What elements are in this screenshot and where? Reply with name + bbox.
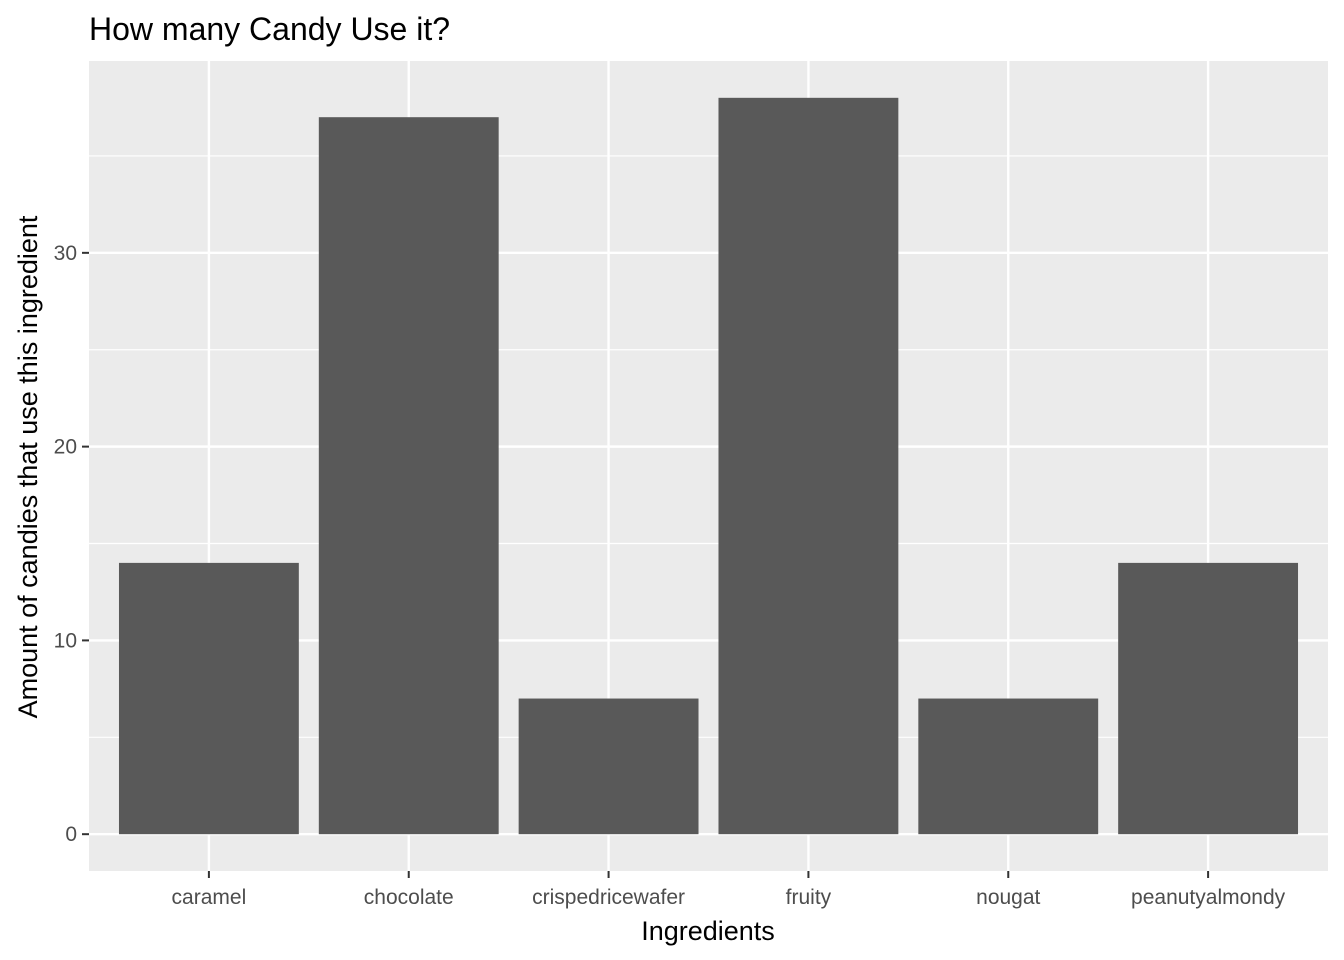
y-axis-title: Amount of candies that use this ingredie… bbox=[13, 215, 43, 718]
bar-crispedricewafer bbox=[518, 698, 699, 835]
x-tick-label: chocolate bbox=[364, 886, 454, 909]
x-axis: caramel chocolate crispedricewafer fruity no… bbox=[172, 871, 1286, 909]
x-tick-label: crispedricewafer bbox=[532, 886, 685, 909]
bar-peanutyalmondy bbox=[1118, 562, 1299, 835]
x-tick-label: peanutyalmondy bbox=[1131, 886, 1286, 909]
y-tick-label: 30 bbox=[54, 242, 77, 265]
x-tick-label: nougat bbox=[976, 886, 1040, 909]
bar-fruity bbox=[718, 97, 899, 835]
x-tick-label: caramel bbox=[172, 886, 247, 909]
y-axis: 0 10 20 30 bbox=[54, 242, 89, 846]
chart-title: How many Candy Use it? bbox=[89, 11, 450, 47]
bars bbox=[118, 97, 1299, 835]
bar-nougat bbox=[918, 698, 1099, 835]
x-tick-label: fruity bbox=[786, 886, 832, 909]
y-tick-label: 20 bbox=[54, 436, 77, 459]
bar-caramel bbox=[118, 562, 299, 835]
x-axis-title: Ingredients bbox=[641, 916, 775, 946]
bar-chocolate bbox=[318, 117, 499, 835]
y-tick-label: 0 bbox=[65, 823, 77, 846]
y-tick-label: 10 bbox=[54, 629, 77, 652]
